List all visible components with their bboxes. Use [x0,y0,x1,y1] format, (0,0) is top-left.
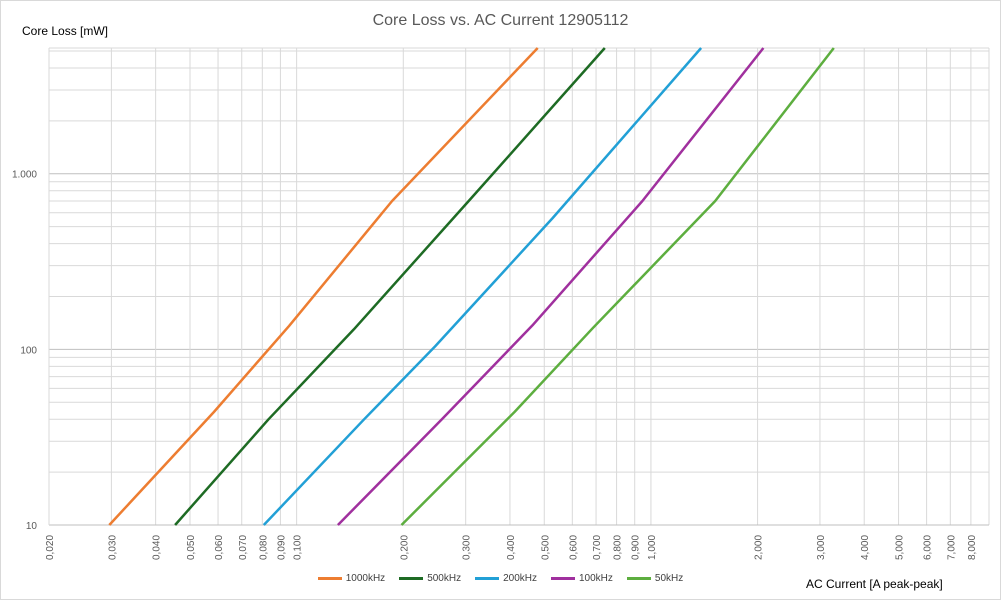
series-line-200kHz [262,47,703,526]
x-tick-label: 0,800 [613,535,624,560]
x-tick-label: 0,080 [258,535,269,560]
x-tick-label: 0,030 [107,535,118,560]
x-tick-label: 0,200 [399,535,410,560]
x-tick-label: 0,050 [186,535,197,560]
x-tick-label: 0,020 [45,535,56,560]
legend-label: 500kHz [427,573,462,584]
legend-swatch [626,577,651,580]
x-tick-label: 5,000 [895,535,906,560]
legend-label: 200kHz [503,573,537,584]
series-line-50kHz [400,47,835,526]
x-tick-label: 0,060 [214,535,225,560]
legend-item-100kHz: 100kHz [551,573,613,584]
y-tick-label: 10 [26,521,38,532]
x-tick-label: 8,000 [967,535,978,560]
gridlines [48,47,990,526]
legend-item-200kHz: 200kHz [475,573,537,584]
legend-label: 1000kHz [345,573,386,584]
x-tick-label: 0,600 [568,535,579,560]
series-line-100kHz [337,47,765,526]
x-tick-label: 3,000 [816,535,827,560]
x-tick-label: 0,040 [152,535,163,560]
legend-swatch [551,577,575,580]
x-axis-label: AC Current [A peak-peak] [806,577,943,591]
series-line-500kHz [174,47,606,526]
x-tick-label: 0,500 [540,535,551,560]
x-tick-label: 1,000 [647,535,658,560]
x-tick-label: 0,090 [276,535,287,560]
x-tick-label: 0,900 [631,535,642,560]
y-axis-label: Core Loss [mW] [22,24,109,38]
legend-label: 50kHz [654,573,684,584]
x-tick-label: 0,700 [592,535,603,560]
legend-item-50kHz: 50kHz [626,573,684,584]
y-tick-label: 1.000 [12,170,37,181]
x-tick-label: 0,300 [462,535,473,560]
x-tick-label: 0,400 [506,535,517,560]
legend-item-500kHz: 500kHz [399,573,461,584]
x-tick-label: 0,100 [293,535,304,560]
y-tick-label: 100 [20,345,37,356]
legend: 1000kHz 500kHz 200kHz 100kHz 50kHz [0,573,1001,584]
series-line-1000kHz [108,47,539,526]
series-lines [108,47,835,526]
legend-item-1000kHz: 1000kHz [317,573,386,584]
x-tick-label: 4,000 [860,535,871,560]
tick-labels: 0,020 0,030 0,040 0,050 0,060 0,070 0,080 0,090… [12,170,978,560]
chart-title: Core Loss vs. AC Current 12905112 [372,12,629,29]
x-tick-label: 2,000 [754,535,765,560]
x-tick-label: 7,000 [946,535,957,560]
x-tick-label: 6,000 [923,535,934,560]
legend-swatch [399,577,424,580]
legend-swatch [317,577,342,580]
x-tick-label: 0,070 [238,535,249,560]
legend-label: 100kHz [579,573,613,584]
axes [48,48,989,526]
legend-swatch [475,577,500,580]
